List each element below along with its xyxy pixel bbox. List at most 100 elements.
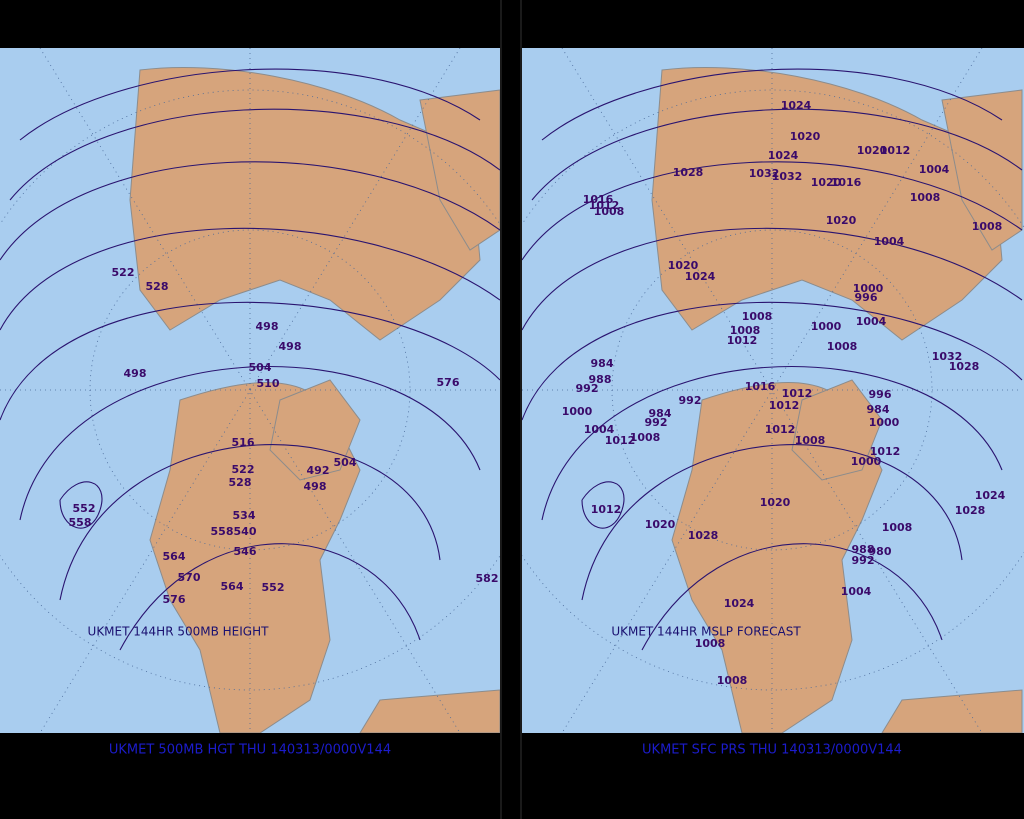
contour-label: 1008	[742, 310, 773, 323]
contour-label: 546	[234, 545, 257, 558]
contour-label: 1020	[645, 518, 676, 531]
map-label: UKMET 144HR 500MB HEIGHT	[88, 625, 270, 639]
contour-label: 1020	[790, 130, 821, 143]
contour	[522, 301, 1023, 421]
contour-label: 1020	[760, 496, 791, 509]
map	[522, 48, 1024, 733]
land	[269, 379, 361, 481]
contour-label: 1032	[749, 167, 780, 180]
contour-label: 1008	[827, 340, 858, 353]
contour	[522, 161, 1023, 261]
contour-label: 1024	[975, 489, 1006, 502]
land	[881, 689, 1023, 733]
panel-title: UKMET 500MB HGT THU 140313/0000V144	[109, 743, 391, 758]
contour-label: 984	[591, 357, 614, 370]
contour-label: 510	[257, 377, 280, 390]
contour-label: 1020	[826, 214, 857, 227]
contour-label: 996	[855, 291, 878, 304]
contour	[19, 68, 481, 141]
contour-label: 1008	[717, 674, 748, 687]
contour-label: 1032	[932, 350, 963, 363]
contour	[59, 481, 103, 529]
contour-label: 1008	[594, 205, 625, 218]
contour-label: 540	[234, 525, 257, 538]
contour	[59, 444, 441, 601]
contour-label: 534	[233, 509, 256, 522]
map-layer	[0, 48, 500, 733]
contour-label: 1012	[605, 434, 636, 447]
contour-label: 552	[73, 502, 96, 515]
contour	[531, 108, 1023, 201]
contour-label: 522	[232, 463, 255, 476]
contour-label: 504	[334, 456, 357, 469]
map	[0, 48, 500, 733]
contour-label: 576	[163, 593, 186, 606]
contour-label: 1008	[882, 521, 913, 534]
contour-label: 1000	[853, 282, 884, 295]
contour-label: 582	[476, 572, 499, 585]
contour-label: 1012	[765, 423, 796, 436]
contour-label: 1028	[673, 166, 704, 179]
contour	[581, 444, 963, 601]
contour-label: 1024	[781, 99, 812, 112]
contour-label: 498	[279, 340, 302, 353]
graticule	[611, 229, 933, 551]
contour-label: 1012	[870, 445, 901, 458]
contour-label: 498	[124, 367, 147, 380]
graticule	[89, 229, 411, 551]
contour-label: 516	[232, 436, 255, 449]
contour-label: 1004	[874, 235, 905, 248]
contour-label: 1008	[695, 637, 726, 650]
contour-label: 522	[112, 266, 135, 279]
contour-label: 1008	[730, 324, 761, 337]
contour-label: 1004	[841, 585, 872, 598]
contour	[0, 227, 500, 331]
panel-title: UKMET SFC PRS THU 140313/0000V144	[642, 743, 902, 758]
contour-label: 1028	[949, 360, 980, 373]
contour-label: 1016	[745, 380, 776, 393]
contour-label: 576	[437, 376, 460, 389]
contour-label: 1000	[869, 416, 900, 429]
contour-label: 1008	[630, 431, 661, 444]
contour-label: 988	[589, 373, 612, 386]
contour-label: 1020	[668, 259, 699, 272]
contour-label: 1020	[857, 144, 888, 157]
contour-label: 1004	[856, 315, 887, 328]
contour-label: 1024	[685, 270, 716, 283]
contour-label: 992	[852, 554, 875, 567]
contour-label: 564	[163, 550, 186, 563]
contour-label: 1012	[769, 399, 800, 412]
land	[129, 66, 481, 341]
contour-label: 504	[249, 361, 272, 374]
contour-label: 558	[69, 516, 92, 529]
land	[791, 379, 883, 481]
contour	[541, 68, 1003, 141]
contour	[9, 108, 500, 201]
contour	[541, 366, 1003, 521]
contour	[119, 543, 421, 651]
contour-label: 552	[262, 581, 285, 594]
contour	[0, 161, 500, 261]
land	[651, 66, 1003, 341]
map-layer	[522, 48, 1024, 733]
contour-label: 1000	[562, 405, 593, 418]
contour-label: 1004	[584, 423, 615, 436]
contour	[581, 481, 625, 529]
contour-label: 1012	[782, 387, 813, 400]
contour-label: 1024	[724, 597, 755, 610]
contour-label: 1008	[910, 191, 941, 204]
contour	[641, 543, 943, 651]
contour-label: 1012	[589, 199, 620, 212]
contour	[522, 227, 1023, 331]
contour-label: 492	[307, 464, 330, 477]
contour-label: 1016	[583, 193, 614, 206]
map-label: UKMET 144HR MSLP FORECAST	[611, 625, 801, 639]
contour-label: 1004	[919, 163, 950, 176]
contour-label: 1008	[795, 434, 826, 447]
contour-label: 996	[869, 388, 892, 401]
contour-label: 1016	[831, 176, 862, 189]
contour-label: 980	[869, 545, 892, 558]
contour-label: 1028	[955, 504, 986, 517]
